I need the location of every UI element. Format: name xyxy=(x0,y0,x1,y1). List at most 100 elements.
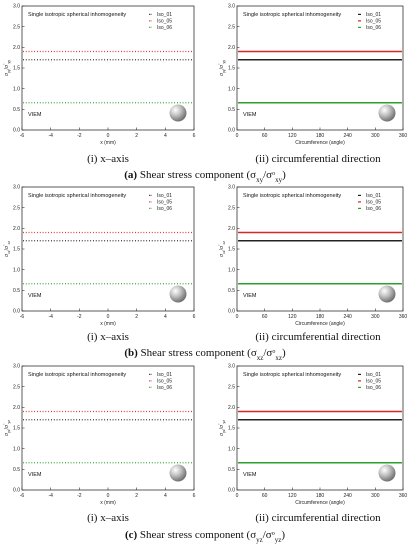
y-tick-label: 1.5 xyxy=(13,426,20,432)
x-tick-label: 240 xyxy=(343,314,352,320)
annotation-text: Single isotropic spherical inhomogeneity xyxy=(28,372,126,378)
legend-label: Iso_05 xyxy=(157,379,172,385)
plots-layer: 0.0 0.5 1.0 1.5 2.0 2.5 3.0 -6 -4 -2 0 2 4 6 x (mm) σyy… xyxy=(3,4,407,506)
legend-label: Iso_05 xyxy=(157,200,172,206)
legend-label: Iso_01 xyxy=(366,12,381,18)
x-tick-label: 60 xyxy=(262,133,268,139)
chart-panel-b-i: 0.0 0.5 1.0 1.5 2.0 2.5 3.0 -6 -4 -2 0 2 4 6 x (mm) σxz… xyxy=(3,185,196,327)
x-tick-label: 4 xyxy=(164,133,167,139)
chart-panel-a-i: 0.0 0.5 1.0 1.5 2.0 2.5 3.0 -6 -4 -2 0 2 4 6 x (mm) σyy… xyxy=(3,4,196,146)
subcaption-c-right: (ii) circumferential direction xyxy=(255,512,381,524)
subcaption-a-left: (i) x–axis xyxy=(87,153,129,165)
y-tick-label: 0.0 xyxy=(228,309,235,315)
chart-panel-c-ii: 0.0 0.5 1.0 1.5 2.0 2.5 3.0 0 60 120 180 240 300 360 C… xyxy=(218,364,407,506)
legend-label: Iso_06 xyxy=(157,385,172,391)
x-tick-label: 240 xyxy=(343,493,352,499)
x-axis-label: Circumference (angle) xyxy=(295,140,345,146)
legend-label: Iso_05 xyxy=(366,19,381,25)
x-tick-label: 0 xyxy=(236,493,239,499)
y-tick-label: 2.0 xyxy=(228,405,235,411)
y-tick-label: 2.5 xyxy=(13,384,20,390)
y-tick-label: 3.0 xyxy=(228,364,235,370)
y-axis-label: σxz/σ°xz xyxy=(218,241,226,257)
y-tick-label: 2.5 xyxy=(228,384,235,390)
x-tick-label: 180 xyxy=(316,493,325,499)
plot-frame xyxy=(236,5,404,131)
y-tick-label: 1.0 xyxy=(13,446,20,452)
caption-b-text: Shear stress component (σxz/σoxz) xyxy=(141,347,286,362)
plot-frame xyxy=(21,186,195,312)
x-tick-label: -2 xyxy=(77,314,82,320)
legend-label: Iso_05 xyxy=(157,19,172,25)
annotation-text: Single isotropic spherical inhomogeneity xyxy=(243,12,341,18)
sphere-icon xyxy=(378,104,396,122)
x-axis-label: x (mm) xyxy=(100,140,116,146)
annotation-text: Single isotropic spherical inhomogeneity xyxy=(28,193,126,199)
y-tick-label: 3.0 xyxy=(13,364,20,370)
method-label: VIEM xyxy=(28,293,42,299)
x-tick-label: 60 xyxy=(262,493,268,499)
legend-label: Iso_01 xyxy=(366,193,381,199)
y-tick-label: 1.0 xyxy=(13,267,20,273)
y-tick-label: 2.5 xyxy=(13,24,20,30)
method-label: VIEM xyxy=(243,112,257,118)
y-axis-label: σyy/σ°yy xyxy=(3,60,11,76)
y-tick-label: 1.5 xyxy=(228,66,235,72)
y-tick-label: 0.5 xyxy=(228,467,235,473)
chart-panel-b-ii: 0.0 0.5 1.0 1.5 2.0 2.5 3.0 0 60 120 180 240 300 360 C… xyxy=(218,185,407,327)
x-axis-label: x (mm) xyxy=(100,321,116,327)
sphere-icon xyxy=(378,464,396,482)
annotation-text: Single isotropic spherical inhomogeneity xyxy=(28,12,126,18)
sphere-icon xyxy=(378,285,396,303)
x-tick-label: 0 xyxy=(236,133,239,139)
x-tick-label: 240 xyxy=(343,133,352,139)
method-label: VIEM xyxy=(28,112,42,118)
subcaption-c-left: (i) x–axis xyxy=(87,512,129,524)
x-tick-label: 120 xyxy=(288,314,297,320)
y-tick-label: 0.5 xyxy=(13,467,20,473)
y-tick-label: 2.0 xyxy=(228,45,235,51)
y-tick-label: 1.0 xyxy=(228,86,235,92)
chart-panel-a-ii: 0.0 0.5 1.0 1.5 2.0 2.5 3.0 0 60 120 180 240 300 360 C… xyxy=(218,4,407,146)
y-tick-label: 3.0 xyxy=(228,4,235,10)
x-tick-label: 2 xyxy=(135,493,138,499)
x-tick-label: 2 xyxy=(135,133,138,139)
annotation-text: Single isotropic spherical inhomogeneity xyxy=(243,193,341,199)
y-tick-label: 0.0 xyxy=(228,128,235,134)
x-tick-label: 0 xyxy=(107,314,110,320)
legend-label: Iso_06 xyxy=(366,206,381,212)
y-tick-label: 3.0 xyxy=(228,185,235,191)
y-axis-label: σxz/σ°xz xyxy=(3,241,11,257)
plot-frame xyxy=(21,5,195,131)
y-tick-label: 0.0 xyxy=(13,128,20,134)
x-tick-label: 0 xyxy=(236,314,239,320)
y-axis-label: σyy/σ°yy xyxy=(218,60,226,76)
legend-label: Iso_01 xyxy=(157,12,172,18)
legend-label: Iso_05 xyxy=(366,200,381,206)
y-tick-label: 2.0 xyxy=(228,226,235,232)
x-tick-label: 120 xyxy=(288,493,297,499)
x-tick-label: 4 xyxy=(164,493,167,499)
y-tick-label: 2.5 xyxy=(13,205,20,211)
x-tick-label: -2 xyxy=(77,133,82,139)
legend-label: Iso_01 xyxy=(157,372,172,378)
x-tick-label: -6 xyxy=(20,314,25,320)
x-tick-label: 360 xyxy=(399,493,408,499)
y-tick-label: 1.5 xyxy=(228,247,235,253)
x-tick-label: 4 xyxy=(164,314,167,320)
y-tick-label: 0.5 xyxy=(13,288,20,294)
chart-panel-c-i: 0.0 0.5 1.0 1.5 2.0 2.5 3.0 -6 -4 -2 0 2 4 6 x (mm) σyz… xyxy=(3,364,196,506)
y-tick-label: 1.0 xyxy=(13,86,20,92)
x-tick-label: -6 xyxy=(20,493,25,499)
x-tick-label: 2 xyxy=(135,314,138,320)
x-tick-label: 6 xyxy=(193,314,196,320)
caption-c-text: Shear stress component (σyz/σoyz) xyxy=(140,529,285,544)
x-tick-label: 180 xyxy=(316,133,325,139)
method-label: VIEM xyxy=(243,472,257,478)
y-tick-label: 0.5 xyxy=(228,107,235,113)
y-tick-label: 1.5 xyxy=(13,66,20,72)
caption-a: (a) Shear stress component (σxy/σoxy) xyxy=(124,169,286,184)
y-tick-label: 2.5 xyxy=(228,205,235,211)
plot-frame xyxy=(236,365,404,491)
x-tick-label: 180 xyxy=(316,314,325,320)
